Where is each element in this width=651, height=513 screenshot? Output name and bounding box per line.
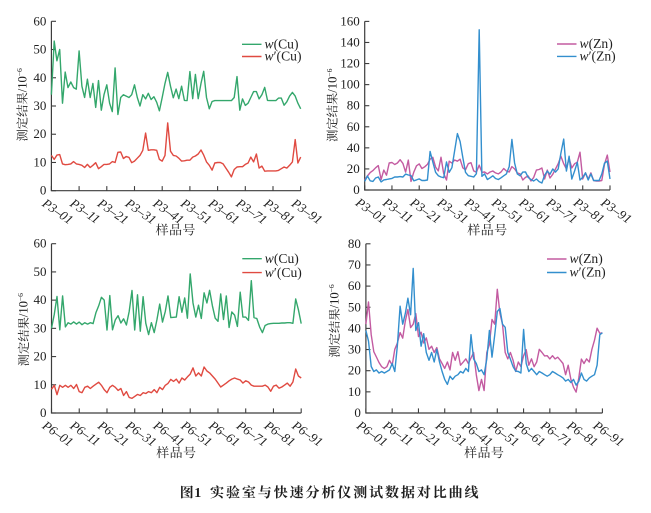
svg-text:/10: /10 bbox=[325, 77, 339, 93]
svg-text:0: 0 bbox=[40, 183, 47, 198]
svg-text:50: 50 bbox=[348, 299, 361, 314]
svg-text:/10: /10 bbox=[15, 76, 29, 92]
svg-text:/10: /10 bbox=[17, 301, 31, 317]
svg-text:60: 60 bbox=[33, 13, 46, 28]
svg-text:w(Zn): w(Zn) bbox=[580, 36, 613, 52]
svg-text:−6: −6 bbox=[325, 68, 334, 76]
svg-text:40: 40 bbox=[34, 292, 47, 307]
svg-text:−6: −6 bbox=[15, 68, 24, 76]
svg-text:30: 30 bbox=[34, 320, 47, 335]
svg-text:120: 120 bbox=[340, 56, 360, 71]
svg-text:60: 60 bbox=[347, 119, 360, 134]
svg-text:160: 160 bbox=[340, 13, 360, 28]
svg-text:10: 10 bbox=[348, 384, 361, 399]
svg-text:w′(Cu): w′(Cu) bbox=[265, 265, 302, 281]
svg-text:w′(Cu): w′(Cu) bbox=[265, 49, 302, 65]
svg-text:w(Zn): w(Zn) bbox=[570, 251, 603, 267]
svg-text:40: 40 bbox=[33, 70, 46, 85]
svg-text:140: 140 bbox=[340, 34, 360, 49]
svg-text:80: 80 bbox=[347, 98, 360, 113]
svg-text:30: 30 bbox=[348, 342, 361, 357]
svg-text:60: 60 bbox=[34, 236, 47, 251]
svg-text:40: 40 bbox=[347, 140, 360, 155]
svg-text:0: 0 bbox=[40, 405, 47, 420]
svg-text:30: 30 bbox=[33, 98, 46, 113]
svg-text:50: 50 bbox=[34, 264, 47, 279]
svg-text:w(Cu): w(Cu) bbox=[265, 37, 299, 53]
svg-text:50: 50 bbox=[33, 42, 46, 57]
svg-text:0: 0 bbox=[354, 405, 361, 420]
svg-text:70: 70 bbox=[348, 257, 361, 272]
svg-text:/10: /10 bbox=[328, 292, 342, 308]
svg-text:0: 0 bbox=[353, 182, 360, 197]
svg-text:−6: −6 bbox=[16, 293, 25, 301]
svg-text:20: 20 bbox=[347, 161, 360, 176]
svg-text:10: 10 bbox=[33, 154, 46, 169]
svg-text:20: 20 bbox=[34, 349, 47, 364]
svg-text:40: 40 bbox=[348, 320, 361, 335]
svg-text:100: 100 bbox=[340, 77, 360, 92]
svg-text:w′(Zn): w′(Zn) bbox=[580, 49, 616, 65]
svg-text:w′(Zn): w′(Zn) bbox=[570, 265, 606, 281]
svg-text:80: 80 bbox=[348, 236, 361, 251]
svg-text:20: 20 bbox=[33, 126, 46, 141]
svg-text:20: 20 bbox=[348, 363, 361, 378]
svg-text:60: 60 bbox=[348, 278, 361, 293]
svg-text:10: 10 bbox=[34, 377, 47, 392]
svg-text:w(Cu): w(Cu) bbox=[265, 251, 299, 267]
svg-text:1: 1 bbox=[194, 486, 201, 501]
svg-text:−6: −6 bbox=[327, 284, 336, 292]
